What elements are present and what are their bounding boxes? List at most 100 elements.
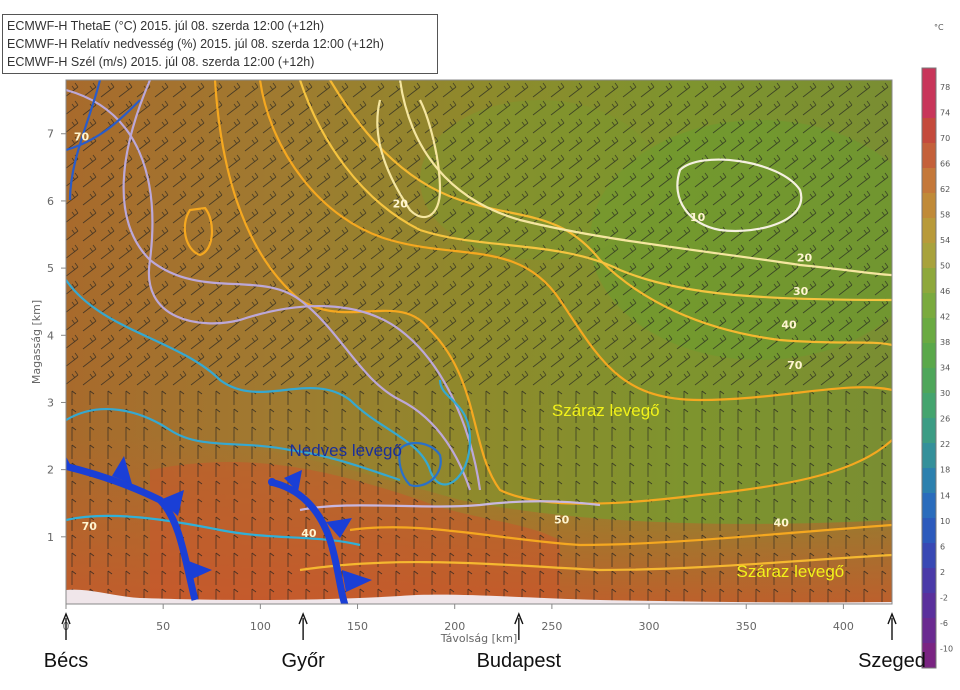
wind-barb	[478, 370, 493, 386]
wind-barb	[190, 226, 205, 242]
wind-barb	[521, 408, 527, 423]
wind-barb	[784, 100, 799, 116]
wind-barb	[712, 262, 727, 278]
wind-barb	[316, 316, 331, 332]
wind-barb	[66, 208, 79, 223]
wind-barb	[532, 172, 547, 188]
wind-barb	[622, 154, 637, 170]
wind-barb	[532, 316, 547, 332]
wind-barb	[802, 190, 817, 206]
wind-barb	[881, 390, 887, 405]
wind-barb	[575, 408, 581, 423]
wind-barb	[874, 82, 889, 98]
wind-barb	[298, 244, 313, 260]
wind-barb	[352, 136, 367, 152]
wind-barb	[683, 390, 689, 405]
legend-thetae: ECMWF-H ThetaE (°C) 2015. júl 08. szerda…	[7, 19, 325, 33]
wind-barb	[136, 352, 151, 368]
wind-barb	[665, 390, 671, 405]
wind-barb	[629, 480, 635, 495]
wind-barb	[172, 298, 187, 314]
wind-barb	[352, 352, 367, 368]
wind-barb	[100, 82, 115, 98]
wind-barb	[604, 280, 619, 296]
wind-barb	[622, 298, 637, 314]
wind-barb	[413, 480, 419, 495]
wind-barb	[100, 190, 115, 206]
wind-barb	[305, 552, 311, 567]
wind-barb	[820, 370, 835, 386]
wind-barb	[809, 480, 815, 495]
wind-barb	[629, 534, 635, 549]
wind-barb	[791, 570, 797, 585]
wind-barb	[388, 136, 403, 152]
wind-barb	[640, 208, 655, 224]
wind-barb	[316, 100, 331, 116]
wind-barb	[233, 552, 239, 567]
wind-barb	[496, 118, 511, 134]
wind-barb	[773, 390, 779, 405]
wind-barb	[395, 444, 401, 459]
wind-barb	[262, 298, 277, 314]
wind-barb	[838, 100, 853, 116]
wind-barb	[215, 444, 221, 459]
wind-barb	[532, 154, 547, 170]
wind-barb	[496, 100, 511, 116]
wind-barb	[172, 82, 187, 98]
wind-barb	[262, 82, 277, 98]
wind-barb	[388, 280, 403, 296]
wind-barb	[413, 552, 419, 567]
wind-barb	[845, 426, 851, 441]
wind-barb	[244, 136, 259, 152]
wind-barb	[730, 208, 745, 224]
wind-barb	[863, 390, 869, 405]
wind-barb	[388, 154, 403, 170]
wind-barb	[154, 280, 169, 296]
wind-barb	[575, 480, 581, 495]
wind-barb	[802, 244, 817, 260]
wind-barb	[190, 370, 205, 386]
wind-barb	[622, 100, 637, 116]
wind-barb	[550, 154, 565, 170]
wind-barb	[748, 262, 763, 278]
wind-barb	[640, 352, 655, 368]
wind-barb	[233, 408, 239, 423]
wind-barb	[874, 100, 889, 116]
wind-barb	[154, 154, 169, 170]
wind-barb	[215, 552, 221, 567]
wind-barb	[863, 588, 869, 603]
wind-barb	[287, 408, 293, 423]
wind-barb	[352, 208, 367, 224]
wind-barb	[784, 82, 799, 98]
wind-barb	[118, 280, 133, 296]
wind-barb	[791, 588, 797, 603]
colorbar-swatch	[922, 418, 936, 444]
wind-barb	[496, 82, 511, 98]
wind-barb	[197, 426, 203, 441]
wind-barb	[136, 316, 151, 332]
colorbar-swatch	[922, 568, 936, 594]
wind-barb	[388, 118, 403, 134]
wind-barb	[514, 298, 529, 314]
wind-barb	[467, 570, 473, 585]
wind-barb	[881, 408, 887, 423]
wind-barb	[514, 370, 529, 386]
wind-barb	[359, 534, 365, 549]
wind-barb	[197, 516, 203, 531]
wind-barb	[82, 244, 97, 260]
wind-barb	[226, 100, 241, 116]
wind-barb	[226, 352, 241, 368]
wind-barb	[161, 408, 167, 423]
city-label: Budapest	[476, 650, 562, 672]
wind-barb	[694, 136, 709, 152]
contour-label: 40	[781, 319, 797, 332]
wind-barb	[478, 280, 493, 296]
wind-barb	[154, 100, 169, 116]
wind-barb	[287, 570, 293, 585]
wind-barb	[611, 390, 617, 405]
wind-barb	[244, 190, 259, 206]
wind-barb	[226, 244, 241, 260]
wind-barb	[406, 100, 421, 116]
wind-barb	[172, 172, 187, 188]
wind-barb	[712, 370, 727, 386]
